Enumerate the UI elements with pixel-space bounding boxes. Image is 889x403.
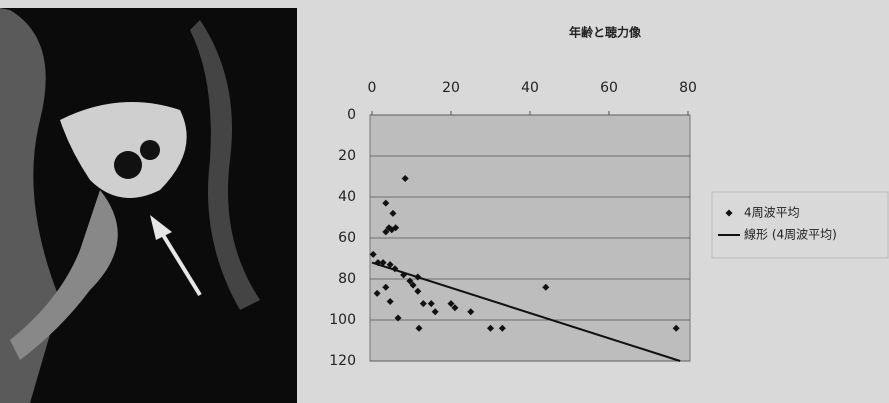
y-tick-label: 40	[338, 189, 356, 205]
legend-label: 4周波平均	[744, 206, 800, 220]
x-tick-label: 40	[521, 80, 539, 96]
y-tick-label: 80	[338, 271, 356, 287]
chart-title: 年齢と聴力像	[569, 25, 642, 40]
x-tick-label: 0	[368, 80, 377, 96]
legend-box	[712, 192, 888, 258]
y-tick-label: 120	[329, 353, 356, 369]
x-tick-label: 80	[679, 80, 697, 96]
y-tick-label: 20	[338, 148, 356, 164]
x-tick-label: 20	[442, 80, 460, 96]
legend-label: 線形 (4周波平均)	[744, 227, 837, 242]
y-tick-label: 60	[338, 230, 356, 246]
x-tick-label: 60	[600, 80, 618, 96]
page: {"chart_data": {"type": "scatter", "titl…	[0, 0, 889, 403]
mri-image	[0, 8, 297, 403]
y-tick-label: 100	[329, 312, 356, 328]
chart: 年齢と聴力像 0 20 40 60 80 100 120 0 20 40 60 80 4周波平均線形 (…	[0, 0, 889, 403]
y-tick-label: 0	[347, 107, 356, 123]
